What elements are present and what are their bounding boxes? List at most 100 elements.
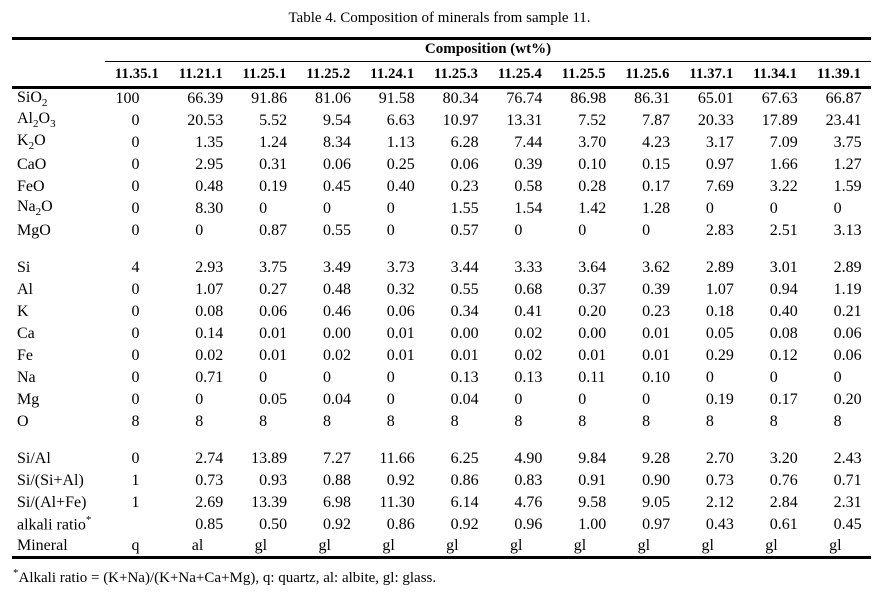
row-label: MgO <box>17 221 51 239</box>
table-cell: 0.01 <box>259 346 288 364</box>
table-cell: 8 <box>514 412 523 430</box>
table-cell: 0.17 <box>769 390 798 408</box>
table-cell: 0.45 <box>322 177 351 195</box>
table-cell: 0.13 <box>450 368 479 386</box>
table-cell: 0.10 <box>578 155 607 173</box>
row-label: K <box>17 302 29 320</box>
table-cell: gl <box>829 536 842 554</box>
composition-table: Composition (wt%) 11.35.1 11.21.1 11.25.1 1… <box>12 37 871 559</box>
table-cell: 6.25 <box>450 449 479 467</box>
table-cell: gl <box>382 536 395 554</box>
table-cell: 0.06 <box>322 155 351 173</box>
column-header: 11.34.1 <box>743 61 808 89</box>
row-label: Mineral <box>17 536 68 554</box>
table-cell: 2.83 <box>705 221 734 239</box>
table-cell: 0.11 <box>578 368 606 386</box>
table-cell: 8 <box>195 412 204 430</box>
table-cell: 3.01 <box>769 258 798 276</box>
table-cell: 0.97 <box>705 155 734 173</box>
table-cell: 3.20 <box>769 449 798 467</box>
corner-cell <box>12 39 105 62</box>
table-cell: 0.14 <box>195 324 224 342</box>
table-cell: 0 <box>642 390 651 408</box>
table-cell: 2.51 <box>769 221 798 239</box>
table-cell: 9.84 <box>578 449 607 467</box>
table-cell: 11.66 <box>379 449 415 467</box>
table-cell: 1.66 <box>769 155 798 173</box>
table-cell: 91.58 <box>378 90 415 108</box>
table-row: Mineral q al gl gl gl gl gl gl gl gl gl gl <box>12 536 871 558</box>
table-cell: 0.01 <box>450 346 479 364</box>
table-cell: 0.46 <box>322 302 351 320</box>
table-cell: 7.52 <box>578 111 607 129</box>
table-cell: 0.15 <box>642 155 671 173</box>
table-cell: 6.98 <box>322 493 351 511</box>
table-cell: 0.23 <box>642 302 671 320</box>
column-header: 11.25.1 <box>232 61 297 89</box>
table-cell: 0.40 <box>386 177 415 195</box>
table-cell: 11.30 <box>379 493 415 511</box>
table-cell: 0 <box>833 368 842 386</box>
table-cell: 2.89 <box>833 258 862 276</box>
table-cell: 0.20 <box>578 302 607 320</box>
column-header: 11.21.1 <box>168 61 233 89</box>
table-cell: 10.97 <box>442 111 479 129</box>
table-cell: 0.02 <box>195 346 224 364</box>
table-cell: 2.69 <box>195 493 224 511</box>
table-cell: al <box>191 536 204 554</box>
table-cell: 0.73 <box>705 471 734 489</box>
table-cell: 91.86 <box>251 90 288 108</box>
row-label: Ca <box>17 324 35 342</box>
table-row: Mg 0 0 0.05 0.04 0 0.04 0 0 0 0.19 0.17 0.20 <box>12 389 871 411</box>
table-cell: 0.97 <box>642 515 671 533</box>
table-row: MgO 0 0 0.87 0.55 0 0.57 0 0 0 2.83 2.51 3.13 <box>12 220 871 242</box>
table-cell: 6.14 <box>450 493 479 511</box>
group-header-row: Composition (wt%) <box>12 38 871 62</box>
table-cell: 5.52 <box>259 111 288 129</box>
column-header: 11.25.4 <box>487 61 552 89</box>
table-cell: 1.54 <box>514 199 543 217</box>
table-cell: 0.55 <box>322 221 351 239</box>
table-cell: 0.31 <box>259 155 288 173</box>
table-cell: 0.01 <box>578 346 607 364</box>
table-cell: 0.21 <box>833 302 862 320</box>
column-header-row: 11.35.1 11.21.1 11.25.1 11.25.2 11.24.1 11.25… <box>12 61 871 89</box>
column-header: 11.25.2 <box>296 61 361 89</box>
row-label: CaO <box>17 155 47 173</box>
table-cell: 1.19 <box>833 280 862 298</box>
table-cell: 66.87 <box>825 90 862 108</box>
table-cell: 0.40 <box>769 302 798 320</box>
section-gap-row <box>12 433 871 448</box>
table-cell: 0.19 <box>259 177 288 195</box>
table-cell: 9.05 <box>642 493 671 511</box>
table-cell: 86.98 <box>570 90 607 108</box>
table-cell: 7.27 <box>322 449 351 467</box>
table-cell: 2.31 <box>833 493 862 511</box>
table-cell: 0.00 <box>450 324 479 342</box>
table-cell: 8 <box>833 412 842 430</box>
table-cell: 3.70 <box>578 133 607 151</box>
table-cell: 1.07 <box>705 280 734 298</box>
table-cell: 0.43 <box>705 515 734 533</box>
table-cell: 0.01 <box>259 324 288 342</box>
table-cell: 0.29 <box>705 346 734 364</box>
table-cell: 0.02 <box>322 346 351 364</box>
column-header: 11.25.3 <box>424 61 488 89</box>
table-cell: 2.43 <box>833 449 862 467</box>
row-label: Fe <box>17 346 33 364</box>
table-cell: 86.31 <box>634 90 671 108</box>
table-cell: 2.74 <box>195 449 224 467</box>
table-cell: 0.05 <box>705 324 734 342</box>
table-cell: 0 <box>131 221 140 239</box>
table-cell: 8 <box>450 412 459 430</box>
table-cell: 0 <box>259 199 268 217</box>
table-cell: 0.71 <box>833 471 862 489</box>
table-cell: 0 <box>131 324 140 342</box>
row-label: Na <box>17 368 36 386</box>
column-header: 11.24.1 <box>360 61 425 89</box>
table-row: Fe 0 0.02 0.01 0.02 0.01 0.01 0.02 0.01 0.01 0.29 0… <box>12 345 871 367</box>
column-header: 11.37.1 <box>679 61 744 89</box>
table-cell: 0.55 <box>450 280 479 298</box>
table-cell: 3.44 <box>450 258 479 276</box>
